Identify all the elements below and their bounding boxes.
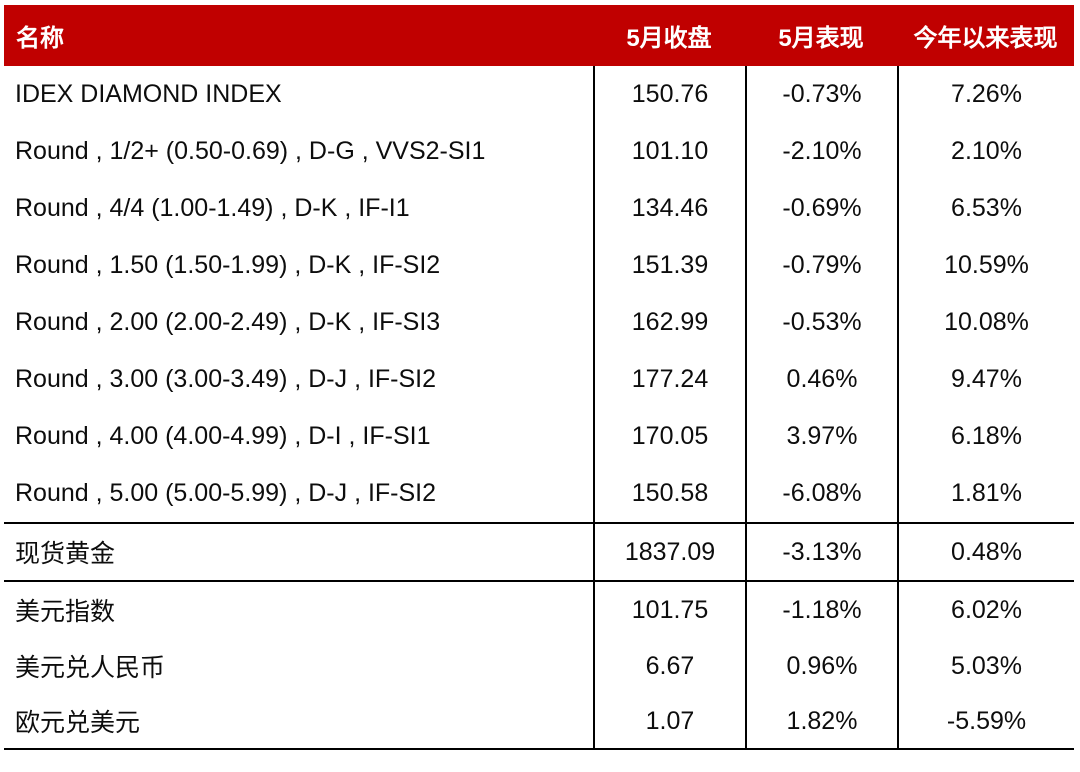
row-may-close-cell: 151.39: [593, 237, 745, 294]
row-may-close-cell: 134.46: [593, 180, 745, 237]
column-header-may-perf: 5月表现: [778, 25, 864, 52]
row-may-close-cell: 150.58: [593, 465, 745, 522]
row-ytd-perf-cell: 6.18%: [897, 408, 1074, 465]
table-row: IDEX DIAMOND INDEX 150.76 -0.73% 7.26%: [4, 66, 1074, 123]
row-name-cell: IDEX DIAMOND INDEX: [15, 80, 282, 108]
row-may-perf-cell: -2.10%: [745, 123, 897, 180]
row-may-perf-cell: -0.73%: [745, 66, 897, 123]
row-may-close-cell: 1.07: [593, 694, 745, 750]
row-may-perf-cell: -3.13%: [745, 522, 897, 582]
row-name-cell: Round , 1.50 (1.50-1.99) , D-K , IF-SI2: [15, 251, 441, 279]
table-header-row: 名称 5月收盘 5月表现 今年以来表现: [4, 5, 1074, 66]
row-ytd-perf-cell: 10.59%: [897, 237, 1074, 294]
row-name-cell: Round , 2.00 (2.00-2.49) , D-K , IF-SI3: [15, 308, 441, 336]
table-row: 现货黄金 1837.09 -3.13% 0.48%: [4, 522, 1074, 582]
row-ytd-perf-cell: 6.53%: [897, 180, 1074, 237]
column-header-name: 名称: [16, 25, 64, 52]
row-ytd-perf-cell: 10.08%: [897, 294, 1074, 351]
table-row: Round , 1/2+ (0.50-0.69) , D-G , VVS2-SI…: [4, 123, 1074, 180]
row-name-cell: 美元指数: [15, 598, 116, 626]
row-may-close-cell: 1837.09: [593, 522, 745, 582]
row-ytd-perf-cell: 2.10%: [897, 123, 1074, 180]
column-header-ytd-perf: 今年以来表现: [913, 25, 1058, 52]
row-may-close-cell: 162.99: [593, 294, 745, 351]
row-ytd-perf-cell: 0.48%: [897, 522, 1074, 582]
row-may-close-cell: 101.10: [593, 123, 745, 180]
row-name-cell: Round , 5.00 (5.00-5.99) , D-J , IF-SI2: [15, 479, 437, 507]
row-name-cell: 美元兑人民币: [15, 654, 166, 682]
row-may-close-cell: 150.76: [593, 66, 745, 123]
row-ytd-perf-cell: 7.26%: [897, 66, 1074, 123]
row-ytd-perf-cell: 5.03%: [897, 638, 1074, 694]
table-row: Round , 3.00 (3.00-3.49) , D-J , IF-SI2 …: [4, 351, 1074, 408]
row-name-cell: 现货黄金: [4, 522, 593, 582]
row-may-close-cell: 170.05: [593, 408, 745, 465]
table-row: 欧元兑美元 1.07 1.82% -5.59%: [4, 694, 1074, 750]
row-may-perf-cell: 1.82%: [745, 694, 897, 750]
row-may-perf-cell: -0.69%: [745, 180, 897, 237]
row-name-cell: Round , 3.00 (3.00-3.49) , D-J , IF-SI2: [15, 365, 437, 393]
table-row: Round , 2.00 (2.00-2.49) , D-K , IF-SI3 …: [4, 294, 1074, 351]
table-body: IDEX DIAMOND INDEX 150.76 -0.73% 7.26% R…: [4, 66, 1074, 750]
table-row: 美元兑人民币 6.67 0.96% 5.03%: [4, 638, 1074, 694]
row-may-close-cell: 6.67: [593, 638, 745, 694]
row-may-perf-cell: 0.96%: [745, 638, 897, 694]
row-ytd-perf-cell: -5.59%: [897, 694, 1074, 750]
row-may-perf-cell: -0.53%: [745, 294, 897, 351]
row-name-cell: Round , 4.00 (4.00-4.99) , D-I , IF-SI1: [15, 422, 431, 450]
row-may-perf-cell: -0.79%: [745, 237, 897, 294]
row-name-cell: Round , 1/2+ (0.50-0.69) , D-G , VVS2-SI…: [15, 137, 486, 165]
row-ytd-perf-cell: 6.02%: [897, 582, 1074, 638]
row-may-perf-cell: -1.18%: [745, 582, 897, 638]
row-ytd-perf-cell: 1.81%: [897, 465, 1074, 522]
row-may-close-cell: 177.24: [593, 351, 745, 408]
row-may-close-cell: 101.75: [593, 582, 745, 638]
row-may-perf-cell: 0.46%: [745, 351, 897, 408]
table-row: Round , 1.50 (1.50-1.99) , D-K , IF-SI2 …: [4, 237, 1074, 294]
row-ytd-perf-cell: 9.47%: [897, 351, 1074, 408]
table-row: Round , 4.00 (4.00-4.99) , D-I , IF-SI1 …: [4, 408, 1074, 465]
table-row: Round , 4/4 (1.00-1.49) , D-K , IF-I1 13…: [4, 180, 1074, 237]
table-row: 美元指数 101.75 -1.18% 6.02%: [4, 582, 1074, 638]
row-may-perf-cell: -6.08%: [745, 465, 897, 522]
table-row: Round , 5.00 (5.00-5.99) , D-J , IF-SI2 …: [4, 465, 1074, 522]
row-name-cell: 欧元兑美元: [4, 694, 593, 750]
column-header-may-close: 5月收盘: [626, 25, 712, 52]
row-may-perf-cell: 3.97%: [745, 408, 897, 465]
row-name-cell: Round , 4/4 (1.00-1.49) , D-K , IF-I1: [15, 194, 410, 222]
